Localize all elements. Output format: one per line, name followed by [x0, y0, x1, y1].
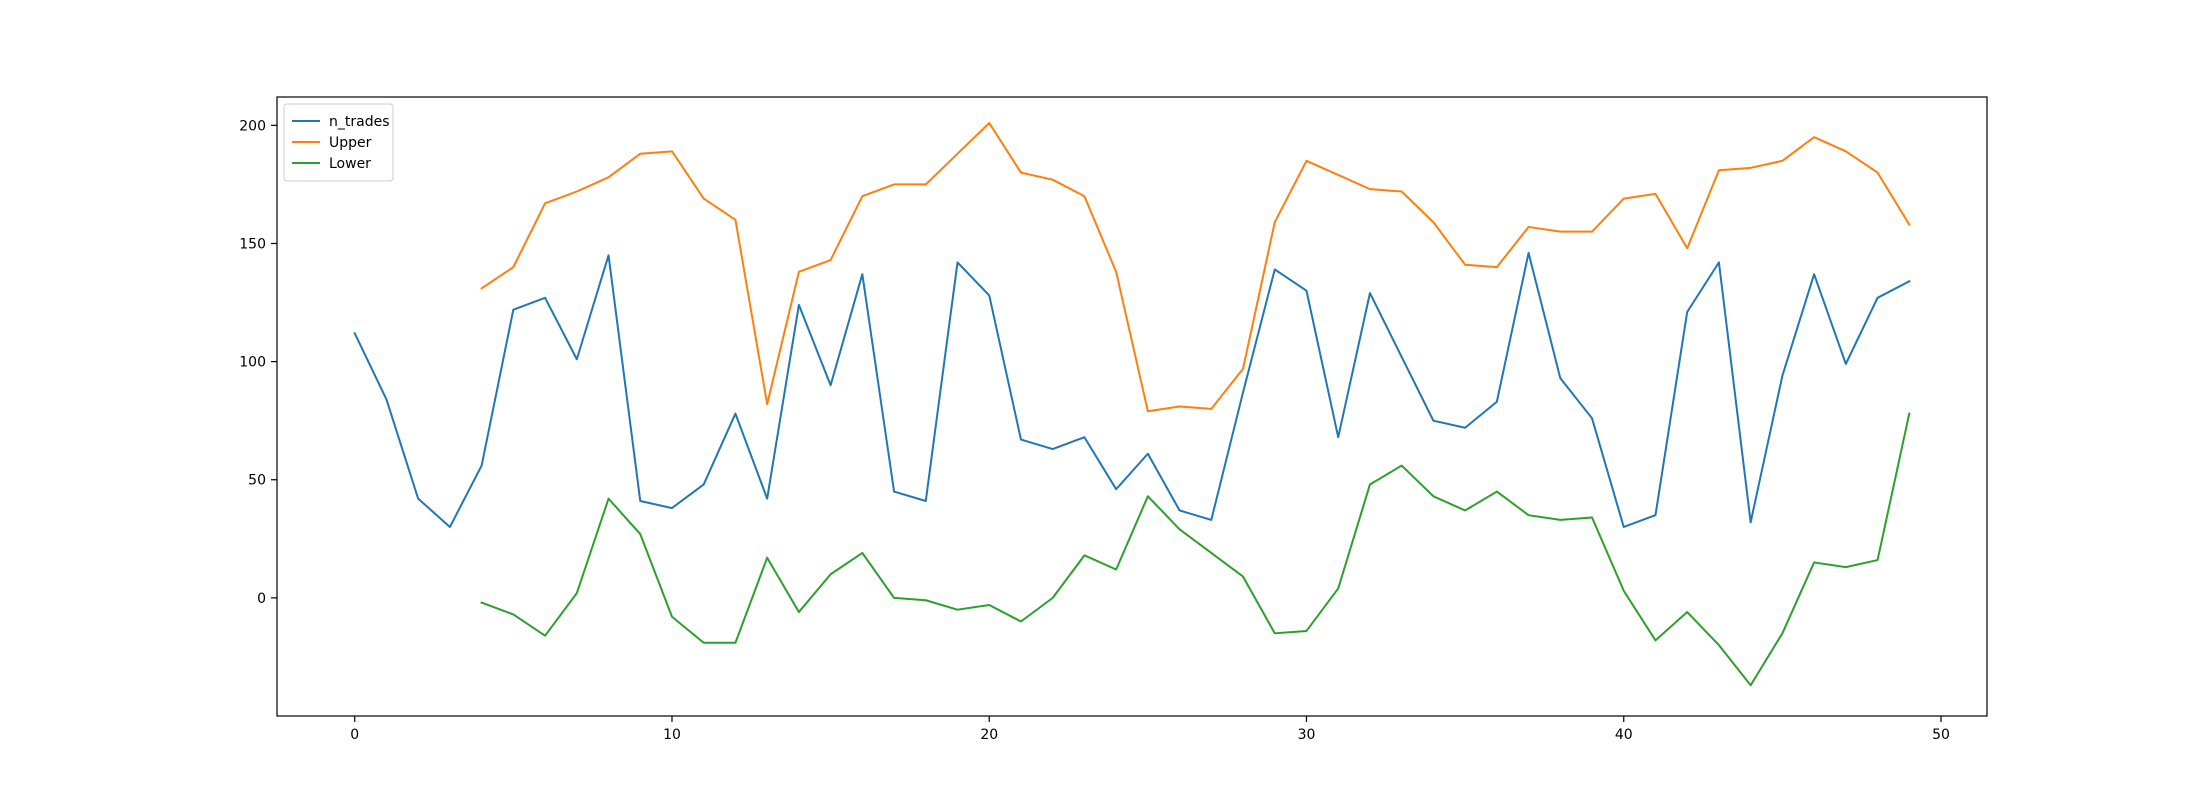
x-tick-label: 0 [350, 727, 359, 743]
y-tick-label: 150 [239, 236, 266, 252]
y-tick-label: 100 [239, 355, 266, 371]
legend-label: Upper [329, 135, 372, 151]
legend: n_trades Upper Lower [284, 104, 393, 181]
legend-label: n_trades [329, 114, 390, 130]
x-tick-label: 50 [1932, 727, 1950, 743]
x-tick-label: 20 [980, 727, 998, 743]
y-tick-label: 50 [248, 473, 266, 489]
x-tick-label: 30 [1298, 727, 1316, 743]
y-tick-label: 200 [239, 118, 266, 134]
y-tick-label: 0 [257, 591, 266, 607]
x-tick-label: 10 [663, 727, 681, 743]
legend-label: Lower [329, 156, 371, 172]
x-tick-label: 40 [1615, 727, 1633, 743]
